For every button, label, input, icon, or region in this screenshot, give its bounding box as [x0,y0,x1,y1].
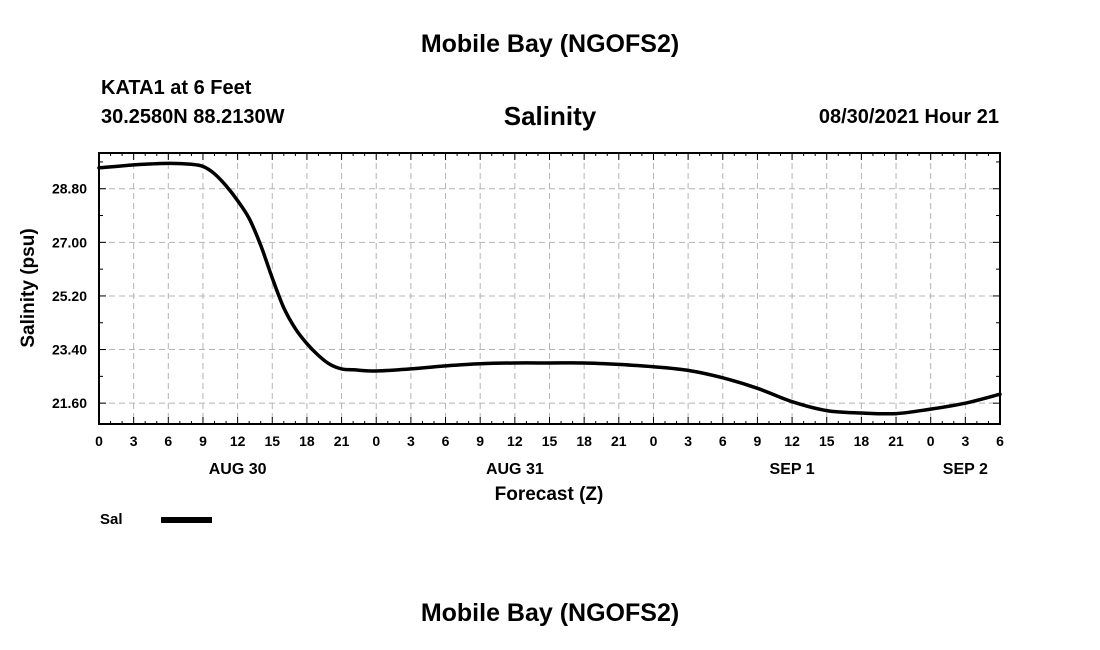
x-tick-label: 15 [542,433,558,449]
forecast-run-time: 08/30/2021 Hour 21 [818,106,999,128]
x-tick-label: 3 [130,433,138,449]
x-tick-label: 15 [819,433,835,449]
x-tick-label: 0 [372,433,380,449]
date-label: SEP 2 [943,461,988,478]
x-tick-label: 18 [299,433,315,449]
x-tick-label: 6 [442,433,450,449]
x-tick-label: 6 [719,433,727,449]
y-tick-label: 27.00 [52,234,87,250]
x-tick-label: 18 [854,433,870,449]
x-tick-label: 18 [576,433,592,449]
station-coordinates: 30.2580N 88.2130W [101,106,285,128]
x-tick-label: 12 [784,433,800,449]
x-tick-label: 9 [199,433,207,449]
x-tick-label: 21 [611,433,627,449]
y-tick-label: 21.60 [52,395,87,411]
x-tick-label: 9 [476,433,484,449]
x-tick-label: 0 [95,433,103,449]
y-tick-label: 23.40 [52,342,87,358]
x-tick-label: 6 [996,433,1004,449]
x-tick-label: 21 [334,433,350,449]
legend: Sal [100,511,212,528]
x-tick-label: 3 [961,433,969,449]
y-axis-label: Salinity (psu) [18,228,39,347]
x-tick-label: 21 [888,433,904,449]
tick-labels: 0 3 6 9 12 15 18 21 0 3 6 9 12 15 18 21 0 3 6 9 12 15 18 21 0 3 6 2… [52,181,1004,478]
y-tick-label: 28.80 [52,181,87,197]
x-tick-label: 0 [927,433,935,449]
footer-title: Mobile Bay (NGOFS2) [420,599,680,627]
date-label: SEP 1 [770,461,815,478]
grid-lines [99,153,1000,424]
chart-title: Mobile Bay (NGOFS2) [420,30,680,58]
x-tick-label: 6 [164,433,172,449]
legend-label-sal: Sal [100,511,123,528]
date-label: AUG 31 [486,461,544,478]
x-axis-label: Forecast (Z) [495,484,604,505]
date-label: AUG 30 [209,461,267,478]
x-tick-label: 3 [407,433,415,449]
series-line-sal [97,161,1002,416]
x-tick-label: 12 [507,433,523,449]
x-tick-label: 12 [230,433,246,449]
y-tick-label: 25.20 [52,288,87,304]
plot-frame [98,152,1001,425]
variable-title: Salinity [503,101,597,131]
x-tick-label: 3 [684,433,692,449]
x-tick-label: 9 [754,433,762,449]
station-label: KATA1 at 6 Feet [101,77,252,99]
x-tick-label: 0 [650,433,658,449]
x-tick-label: 15 [264,433,280,449]
